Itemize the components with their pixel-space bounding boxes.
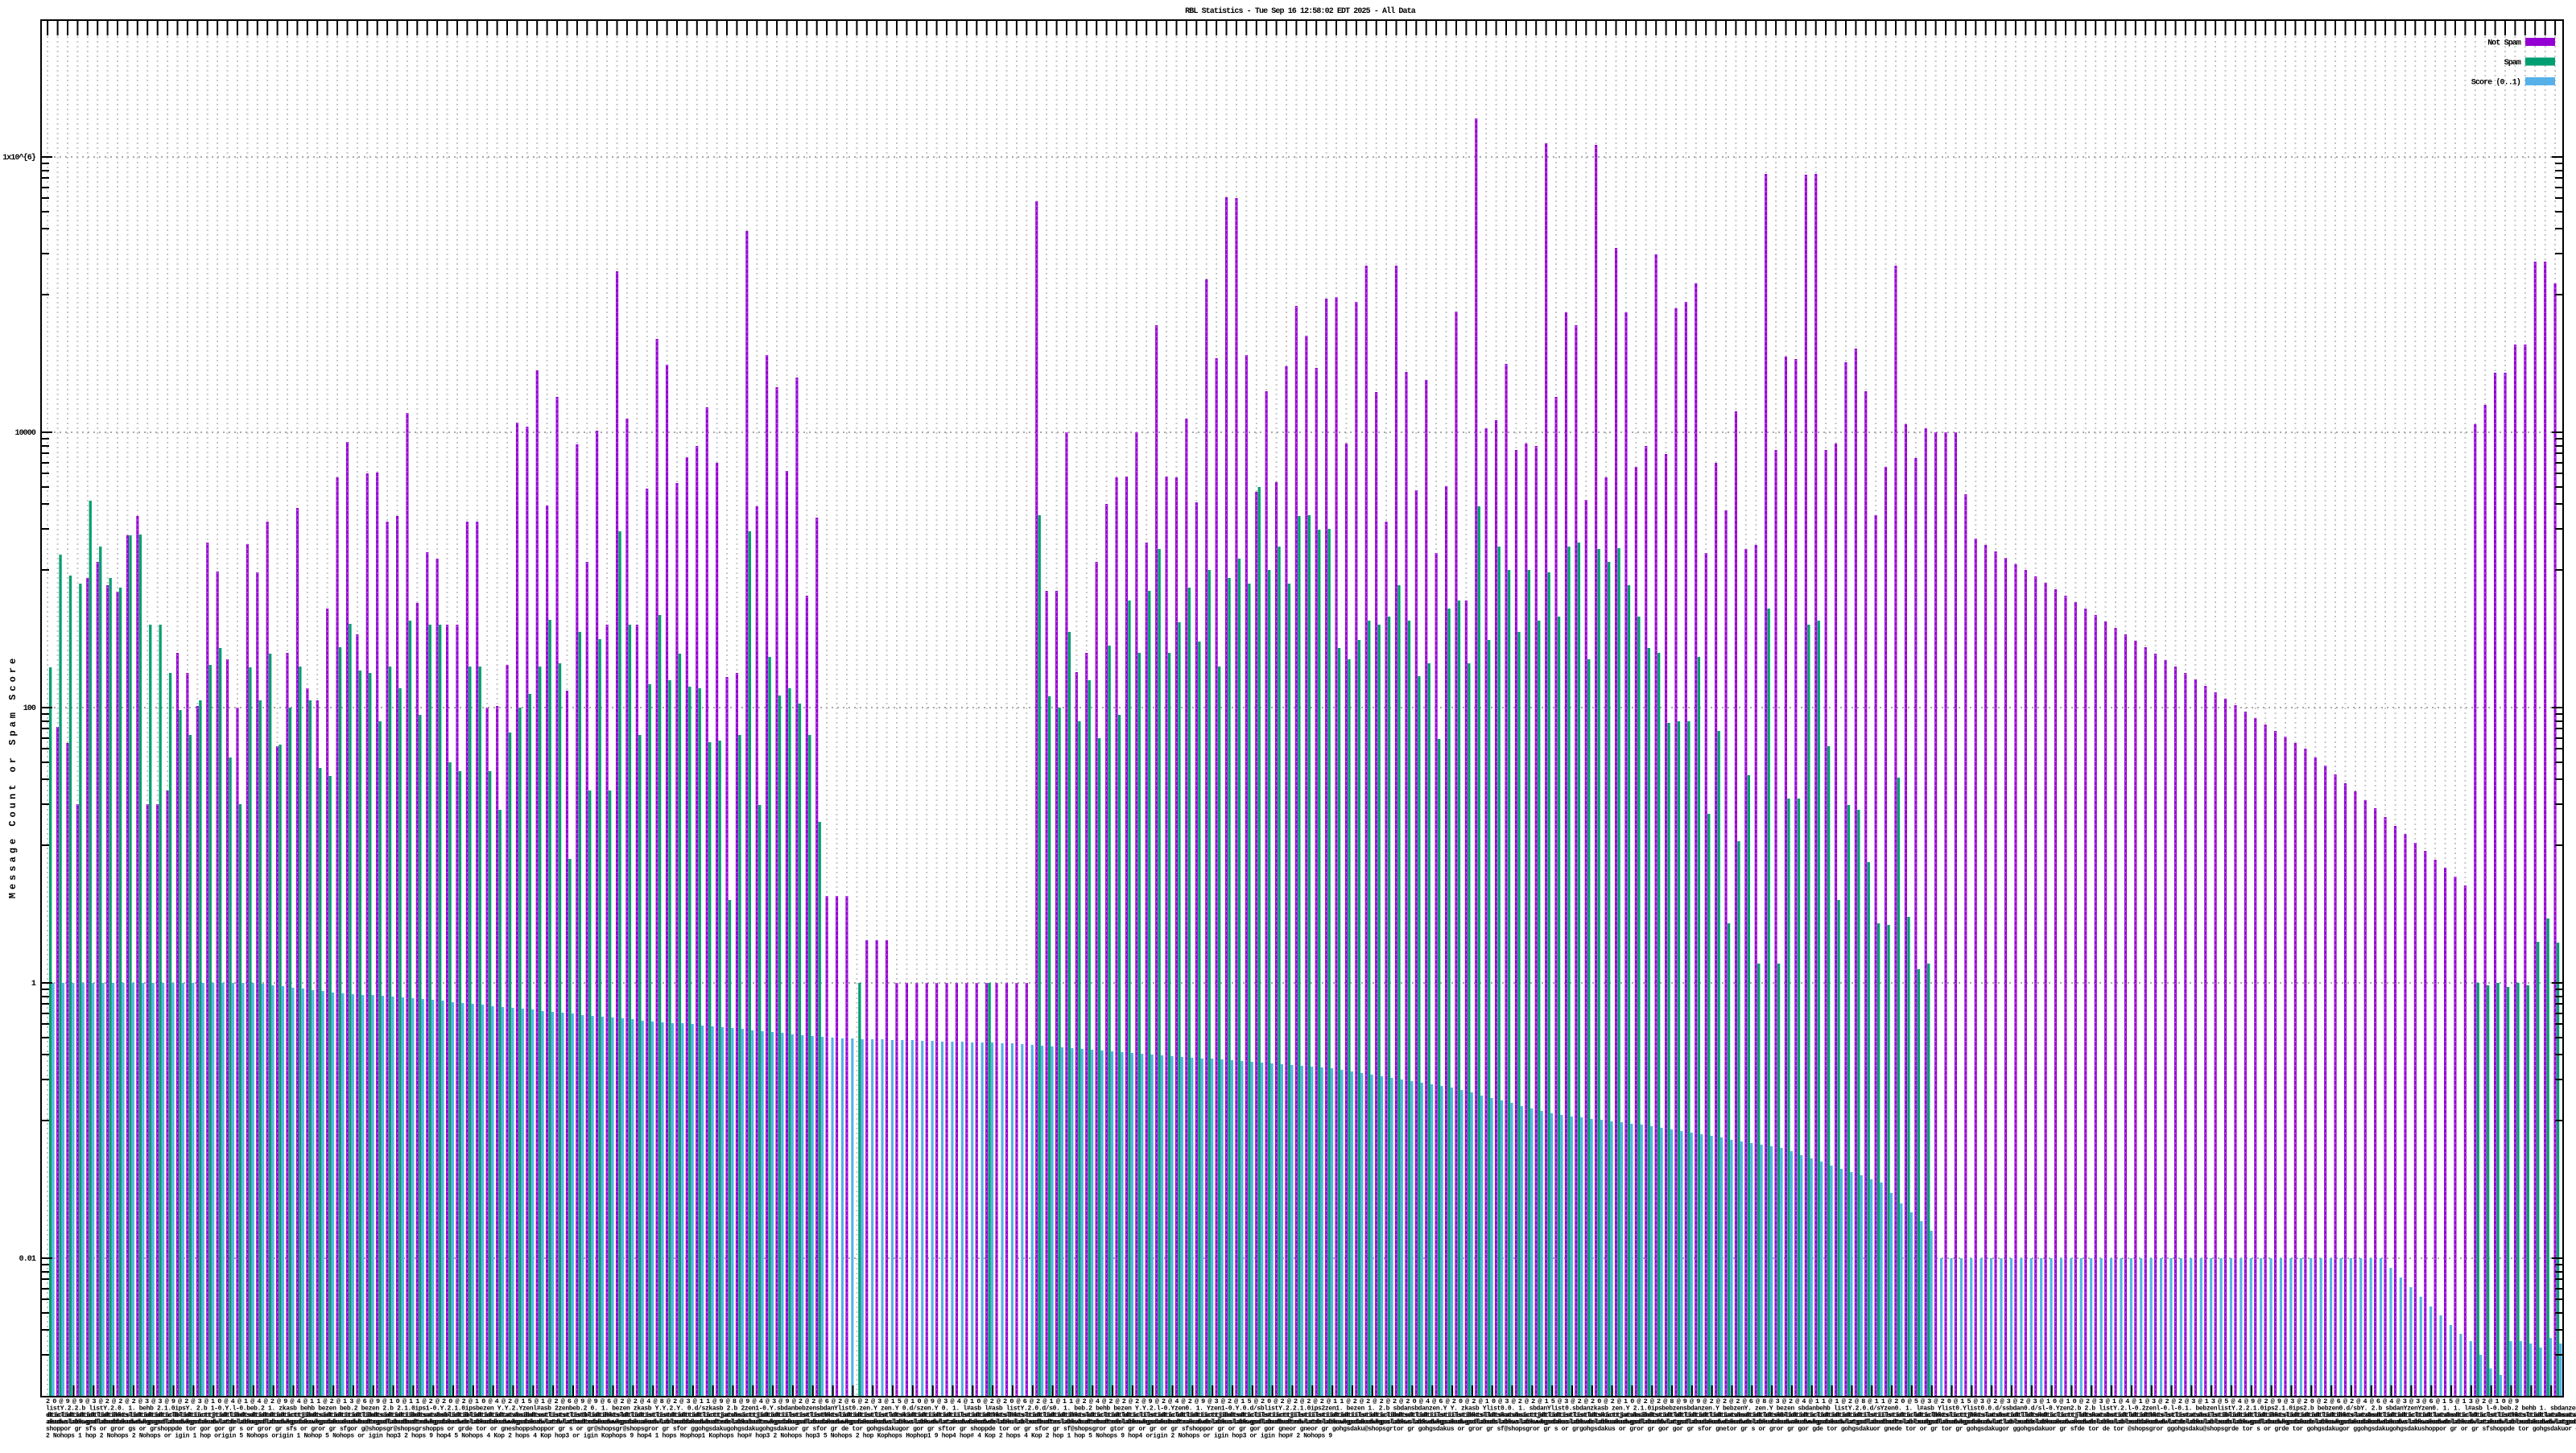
svg-text:1x10^{6}: 1x10^{6} — [2, 153, 36, 163]
svg-text:akudwslabkwgsdlabuddakudwdwkgs: akudwslabkwgsdlabuddakudwdwkgsgsdlabudwk… — [47, 1419, 2576, 1426]
svg-text:0.01: 0.01 — [19, 1255, 36, 1264]
svg-text:Score (0..1): Score (0..1) — [2471, 78, 2520, 88]
svg-text:10000: 10000 — [14, 429, 35, 438]
svg-text:Message Count or Spam Score: Message Count or Spam Score — [7, 655, 19, 898]
svg-text:RBL Statistics - Tue Sep 16 12: RBL Statistics - Tue Sep 16 12:58:02 EDT… — [1185, 6, 1416, 16]
svg-text:dticlidtidtidtlidtihktslidtidt: dticlidtidtidtlidtihktslidtidtidticlblid… — [46, 1412, 2576, 1419]
svg-text:dticlidtidtidtlidtihktslidtidt: dticlidtidtidtlidtihktslidtidtidticlblid… — [47, 1412, 2576, 1419]
svg-text:1: 1 — [31, 980, 36, 989]
svg-text:100: 100 — [23, 704, 36, 713]
svg-text:2 Nohops 1 hop: 2 Nohops 1 hop 2 Nohops 2 Nohops or igin… — [46, 1433, 1332, 1440]
svg-text:20@9@9@3@2@2@2@3@3@9@2@3@10@4@: 20@9@9@3@2@2@2@3@3@9@2@3@10@4@1@4@2@9@4@… — [46, 1397, 2521, 1406]
svg-text:shoppor gr sfs or gror gs or g: shoppor gr sfs or gror gs or grshoppde t… — [46, 1426, 2576, 1433]
svg-text:akudwslabkwgsdlabuddakudwdwkgs: akudwslabkwgsdlabuddakudwdwkgsgsdlabudwk… — [46, 1419, 2576, 1426]
svg-text:Spam: Spam — [2504, 59, 2521, 68]
svg-text:listY.2.2.b listY.2.0. 1. behb: listY.2.2.b listY.2.0. 1. behb 2.1.0ipsY… — [46, 1406, 2576, 1413]
svg-text:Not Spam: Not Spam — [2487, 39, 2521, 48]
